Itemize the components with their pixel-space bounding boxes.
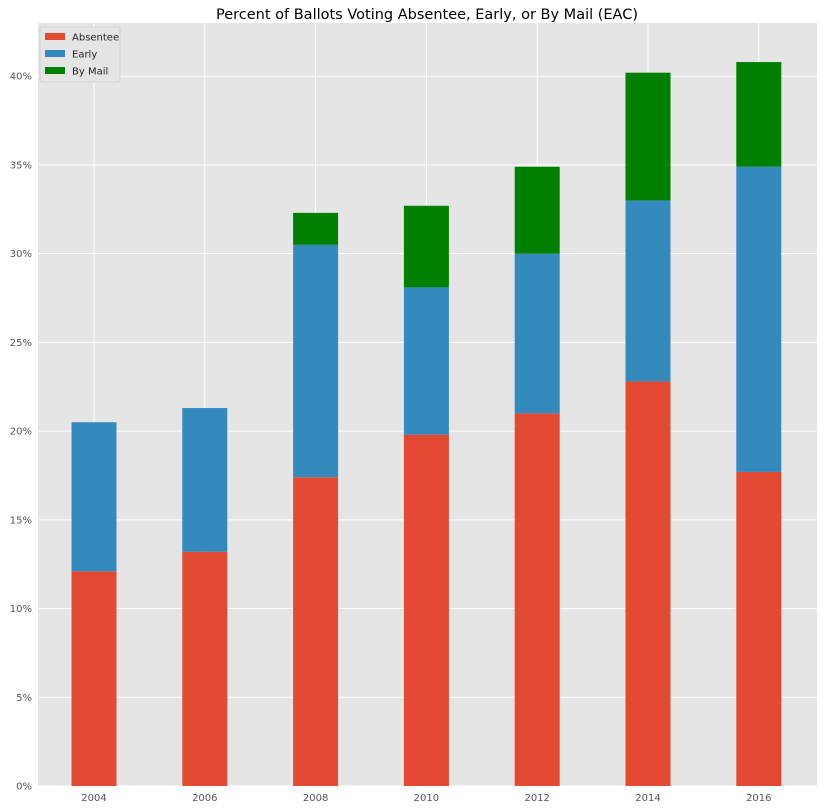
y-tick-label: 25% xyxy=(10,338,32,349)
bar-early-2014 xyxy=(625,200,671,382)
bar-absentee-2016 xyxy=(736,471,782,786)
x-tick-label: 2014 xyxy=(635,793,660,804)
y-tick-labels: 0% 5% 10% 15% 20% 25% 30% 35% 40% xyxy=(10,72,32,793)
y-tick-label: 40% xyxy=(10,72,32,83)
bar-by-mail-2014 xyxy=(625,72,671,201)
x-tick-label: 2010 xyxy=(414,793,439,804)
y-tick-label: 35% xyxy=(10,160,32,171)
bar-absentee-2014 xyxy=(625,381,671,786)
bar-absentee-2012 xyxy=(514,413,560,786)
chart-title: Percent of Ballots Voting Absentee, Earl… xyxy=(216,7,638,23)
x-tick-label: 2012 xyxy=(524,793,549,804)
legend-label: Absentee xyxy=(72,33,119,44)
x-tick-label: 2016 xyxy=(746,793,771,804)
legend: Absentee Early By Mail xyxy=(39,26,121,83)
bar-by-mail-2008 xyxy=(293,212,339,245)
bar-absentee-2006 xyxy=(182,551,228,786)
bar-early-2008 xyxy=(293,244,339,478)
bar-early-2004 xyxy=(71,422,117,572)
x-tick-label: 2004 xyxy=(81,793,106,804)
bar-early-2012 xyxy=(514,253,560,414)
bars xyxy=(71,62,782,786)
y-tick-label: 10% xyxy=(10,604,32,615)
y-tick-label: 5% xyxy=(16,693,32,704)
y-tick-label: 15% xyxy=(10,515,32,526)
legend-swatch xyxy=(45,33,65,40)
y-tick-label: 20% xyxy=(10,427,32,438)
bar-absentee-2010 xyxy=(403,434,449,786)
bar-by-mail-2012 xyxy=(514,166,560,254)
legend-label: Early xyxy=(72,50,97,61)
bar-early-2010 xyxy=(403,287,449,435)
y-tick-label: 0% xyxy=(16,782,32,793)
legend-swatch xyxy=(45,67,65,74)
x-tick-label: 2006 xyxy=(192,793,217,804)
bar-early-2016 xyxy=(736,166,782,472)
bar-absentee-2008 xyxy=(293,477,339,786)
y-tick-label: 30% xyxy=(10,249,32,260)
bar-by-mail-2016 xyxy=(736,62,782,167)
legend-label: By Mail xyxy=(72,67,108,78)
x-tick-labels: 2004 2006 2008 2010 2012 2014 2016 xyxy=(81,793,771,804)
legend-swatch xyxy=(45,50,65,57)
bar-by-mail-2010 xyxy=(403,205,449,288)
bar-early-2006 xyxy=(182,408,228,552)
x-tick-label: 2008 xyxy=(303,793,328,804)
bar-absentee-2004 xyxy=(71,571,117,786)
